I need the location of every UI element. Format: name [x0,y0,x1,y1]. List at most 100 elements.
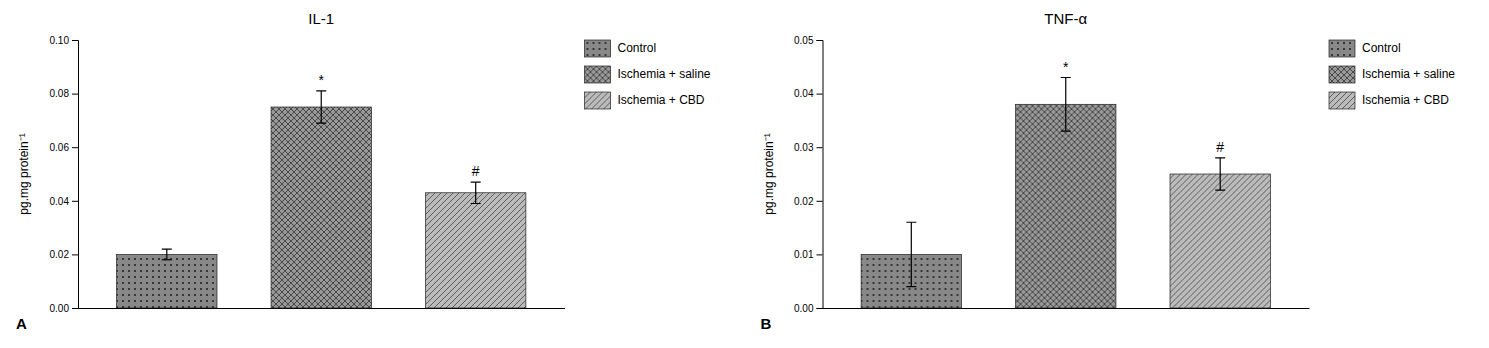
legend-swatch [1329,40,1355,57]
y-tick: 0.10 [50,35,78,46]
y-tick-label: 0.00 [50,303,70,314]
significance-label: * [319,72,325,88]
y-tick: 0.05 [794,35,822,46]
error-cap [316,90,326,91]
y-tick-label: 0.05 [794,35,814,46]
y-axis: 0.00 0.01 0.02 0.03 0.04 0.05 [794,35,823,314]
annotations: *# [319,72,480,179]
y-tick-label: 0.04 [50,196,70,207]
error-cap [1215,189,1225,190]
x-axis [823,308,1310,310]
legend-label: Ischemia + saline [618,67,711,81]
error-line [1220,158,1221,190]
legend-label: Ischemia + CBD [618,93,705,107]
y-tick-mark [817,147,823,148]
legend: Control Ischemia + saline Ischemia + CBD [585,40,711,109]
y-tick-label: 0.02 [50,249,70,260]
legend-item: Ischemia + CBD [585,92,705,109]
y-axis: 0.00 0.02 0.04 0.06 0.08 0.10 [50,35,79,314]
error-cap [316,122,326,123]
plot-area [117,91,526,308]
error-cap [471,181,481,182]
error-bar [162,249,172,260]
error-line [475,182,476,203]
annotations: *# [1063,59,1224,155]
legend-item: Control [585,40,657,57]
y-tick: 0.03 [794,142,822,153]
bar [1170,174,1270,308]
y-tick: 0.06 [50,142,78,153]
y-tick-mark [817,94,823,95]
bar [426,193,526,308]
y-axis-title: pg.mg protein⁻¹ [762,133,776,214]
error-bar [316,91,326,123]
y-tick: 0.02 [794,196,822,207]
error-line [321,91,322,123]
legend-swatch [1329,66,1355,83]
legend-swatch [1329,92,1355,109]
error-cap [906,222,916,223]
y-tick-mark [817,40,823,41]
y-tick: 0.04 [50,196,78,207]
error-cap [471,203,481,204]
y-axis-line [72,41,79,309]
y-tick-label: 0.04 [794,88,814,99]
y-tick: 0.02 [50,249,78,260]
legend-item: Control [1329,40,1401,57]
legend-swatch [585,92,611,109]
figure: *#0.000.020.040.060.080.10IL-1pg.mg prot… [0,0,1489,348]
legend-label: Control [618,41,657,55]
y-tick-label: 0.06 [50,142,70,153]
y-tick: 0.01 [794,249,822,260]
legend-label: Ischemia + CBD [1362,93,1449,107]
y-tick-mark [72,308,78,309]
y-tick-label: 0.10 [50,35,70,46]
legend-item: Ischemia + saline [585,66,711,83]
error-cap [1215,157,1225,158]
error-cap [162,259,172,260]
error-cap [1061,131,1071,132]
error-bar [1061,78,1071,132]
y-tick-mark [72,147,78,148]
legend-item: Ischemia + saline [1329,66,1455,83]
y-tick-mark [817,201,823,202]
error-line [911,222,912,286]
legend-item: Ischemia + CBD [1329,92,1449,109]
error-cap [162,248,172,249]
panel-label: A [16,315,27,332]
panel-label: B [761,315,772,332]
bar [271,107,371,308]
y-tick-mark [72,94,78,95]
y-tick-label: 0.08 [50,88,70,99]
error-cap [1061,77,1071,78]
panel: *#0.000.020.040.060.080.10IL-1pg.mg prot… [16,10,711,332]
error-line [1065,78,1066,132]
legend-swatch [585,66,611,83]
error-line [166,249,167,260]
y-tick-label: 0.03 [794,142,814,153]
significance-label: # [472,163,480,179]
y-axis-title: pg.mg protein⁻¹ [17,133,31,214]
y-tick-label: 0.00 [794,303,814,314]
error-bar [471,182,481,203]
error-bar [1215,158,1225,190]
y-tick-mark [72,254,78,255]
title: TNF-α [1044,10,1087,27]
y-tick: 0.04 [794,88,822,99]
legend-label: Ischemia + saline [1362,67,1455,81]
y-tick-label: 0.02 [794,196,814,207]
x-axis-line [823,308,1310,309]
bar [1016,104,1116,308]
legend-label: Control [1362,41,1401,55]
plot-area [861,78,1270,308]
bar [117,254,217,308]
error-cap [906,286,916,287]
title: IL-1 [308,10,334,27]
significance-label: * [1063,59,1069,75]
y-tick: 0.00 [794,303,822,314]
y-tick-mark [817,254,823,255]
legend-swatch [585,40,611,57]
y-tick-mark [72,201,78,202]
y-axis-line [817,41,824,309]
y-tick: 0.00 [50,303,78,314]
